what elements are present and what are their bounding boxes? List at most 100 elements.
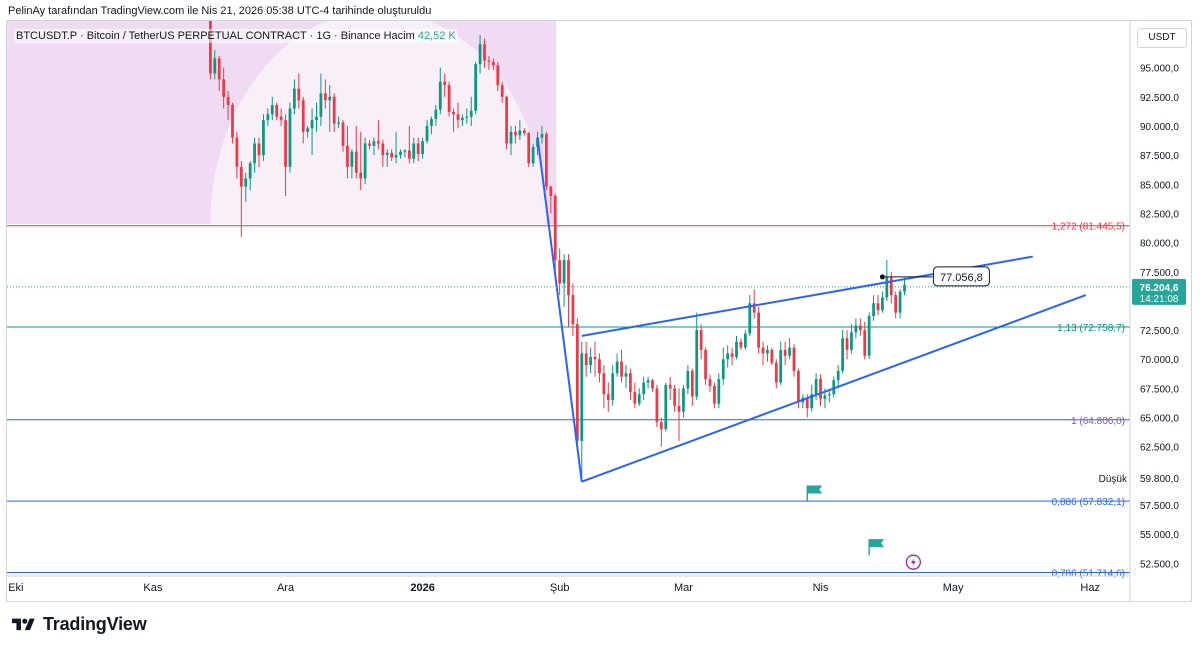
tradingview-logo[interactable]: TradingView <box>10 614 147 635</box>
candle <box>584 341 588 377</box>
candle-body <box>845 338 849 350</box>
candle-body <box>390 152 394 158</box>
candle-body <box>319 93 323 117</box>
candle-body <box>447 85 451 112</box>
candle <box>898 289 902 319</box>
candle <box>527 131 531 167</box>
candle <box>297 73 301 109</box>
candle-body <box>275 104 279 117</box>
symbol-info: BTCUSDT.P · Bitcoin / TetherUS PERPETUAL… <box>16 30 381 42</box>
price-axis-tick: 95.000,0 <box>1140 64 1179 75</box>
candle-body <box>881 297 884 311</box>
candle-body <box>226 96 230 105</box>
candle-body <box>677 405 681 412</box>
candle-body <box>248 163 252 179</box>
candle <box>447 81 451 117</box>
x-axis-label: Kas <box>143 582 162 594</box>
candle <box>346 125 349 179</box>
candle <box>359 131 363 191</box>
candle <box>288 102 292 173</box>
candle-body <box>509 131 513 144</box>
candle <box>677 388 681 441</box>
candle-body <box>284 120 287 167</box>
price-axis-tick: 87.500,0 <box>1140 151 1179 162</box>
candle-body <box>854 325 858 333</box>
candle-body <box>407 150 411 159</box>
candle <box>558 248 562 296</box>
candle-body <box>668 384 672 389</box>
candle-body <box>315 116 318 121</box>
candle <box>858 318 862 336</box>
price-axis-tick: 70.000,0 <box>1140 355 1179 366</box>
candle-body <box>783 349 787 356</box>
candle <box>545 131 548 191</box>
candle-body <box>713 386 716 404</box>
candle <box>213 50 217 80</box>
candle <box>425 120 429 144</box>
candle <box>354 125 358 179</box>
candle-body <box>301 100 305 132</box>
candle <box>332 93 336 132</box>
candle-body <box>456 114 460 121</box>
candle-body <box>863 330 867 356</box>
candle-body <box>735 341 738 357</box>
candle-body <box>637 394 641 404</box>
trendline <box>581 294 1087 483</box>
candle <box>717 373 721 409</box>
candle <box>540 125 544 144</box>
candle <box>315 102 318 132</box>
candle-body <box>416 143 420 154</box>
candle <box>841 330 844 374</box>
currency-button[interactable]: USDT <box>1137 28 1187 48</box>
candle-body <box>213 58 217 74</box>
candle-body <box>522 130 526 133</box>
candle-body <box>505 96 508 144</box>
candle-body <box>434 109 438 119</box>
candle-body <box>805 397 809 409</box>
candle-body <box>443 81 447 86</box>
candle-body <box>571 295 575 325</box>
candle-body <box>262 120 265 156</box>
plot-area <box>7 21 1130 573</box>
candle-body <box>239 166 243 187</box>
chart-frame <box>6 20 1192 602</box>
chart-header-title: PelinAy tarafından TradingView.com ile N… <box>8 5 432 17</box>
price-axis-tick: 62.500,0 <box>1140 443 1179 454</box>
candle-body <box>832 380 836 395</box>
candle <box>270 96 274 121</box>
candle <box>434 104 438 126</box>
candle <box>589 347 592 374</box>
candle <box>438 67 442 115</box>
candle-body <box>332 96 336 124</box>
symbol-legend[interactable]: BTCUSDT.P · Bitcoin / TetherUS PERPETUAL… <box>14 29 458 43</box>
candle-body <box>841 338 844 371</box>
lightning-glyph <box>910 558 916 567</box>
candle-body <box>500 85 504 97</box>
candle-body <box>615 361 619 374</box>
candle <box>390 149 394 161</box>
candle <box>496 61 500 91</box>
candle <box>381 139 385 167</box>
candle <box>611 365 615 406</box>
candle-body <box>231 104 234 138</box>
candle <box>416 137 420 161</box>
candle-body <box>297 88 301 101</box>
candle-body <box>452 111 455 115</box>
x-axis-label: Eki <box>8 582 23 594</box>
low-marker-value: 59.800,0 <box>1140 474 1179 485</box>
candle <box>836 365 840 389</box>
candle-body <box>381 143 385 156</box>
candle <box>407 125 411 164</box>
candle <box>385 149 389 167</box>
candle <box>399 149 402 159</box>
candle-body <box>827 394 831 396</box>
candle <box>792 344 796 377</box>
x-axis-label: Haz <box>1080 582 1100 594</box>
candle <box>531 143 535 167</box>
candle <box>337 116 340 129</box>
candle <box>310 108 314 156</box>
candle <box>752 289 756 319</box>
x-axis-label: 2026 <box>410 582 434 594</box>
candle-body <box>788 347 791 356</box>
